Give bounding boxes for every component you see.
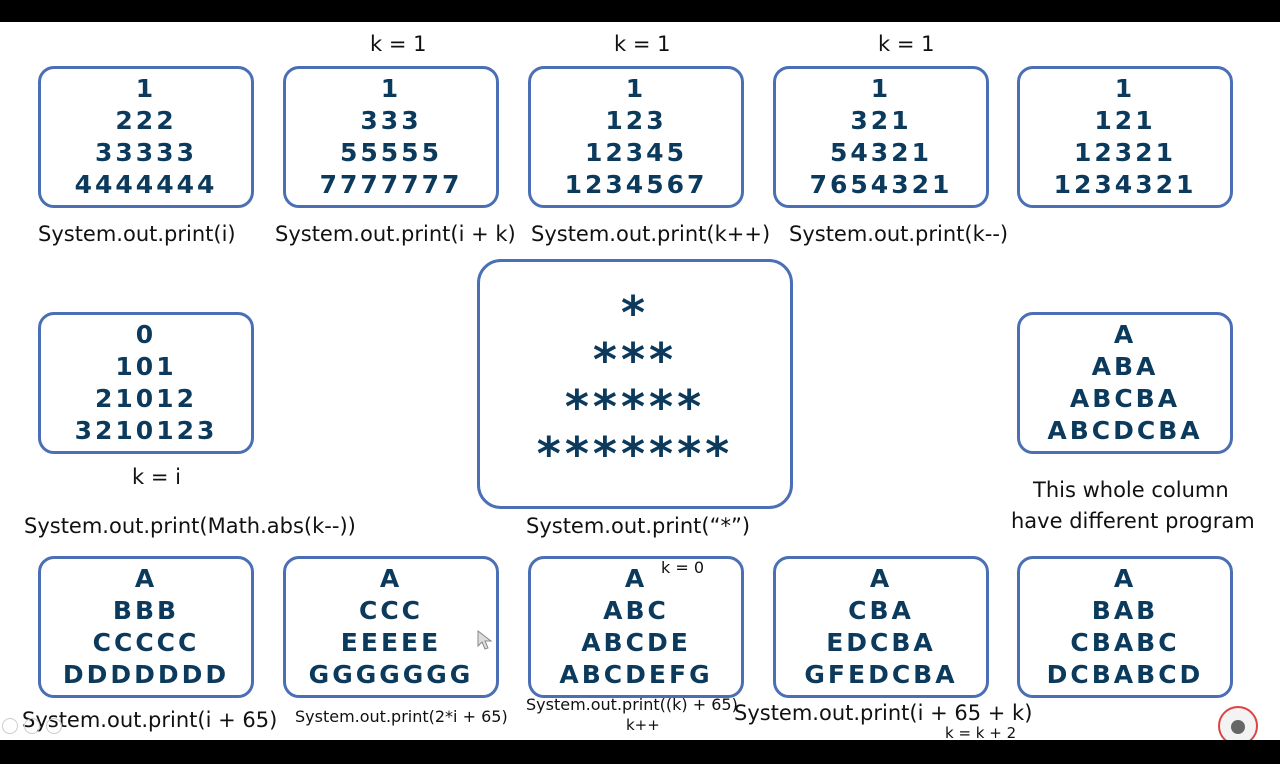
pattern-row: 7654321 bbox=[809, 170, 953, 199]
pattern-row: GFEDCBA bbox=[804, 660, 958, 689]
pattern-row: ******* bbox=[536, 427, 734, 481]
code-label-box-10: System.out.print((k) + 65) bbox=[526, 695, 738, 714]
code-label-box-9: System.out.print(2*i + 65) bbox=[295, 707, 508, 726]
pattern-row: EEEEE bbox=[340, 628, 442, 657]
pattern-row: 7777777 bbox=[319, 170, 463, 199]
pattern-row: 33333 bbox=[95, 138, 197, 167]
pattern-row: A bbox=[1113, 564, 1137, 593]
column-note-line-2: have different program bbox=[1011, 509, 1255, 533]
pattern-row: BAB bbox=[1091, 596, 1159, 625]
pattern-row: ABCDCBA bbox=[1047, 416, 1203, 445]
mouse-cursor-icon bbox=[477, 630, 493, 650]
code-label-box-10-line-2: k++ bbox=[626, 716, 660, 734]
code-label-box-11-line-2: k = k + 2 bbox=[945, 724, 1017, 742]
pattern-row: 0 bbox=[135, 320, 157, 349]
pattern-row: * bbox=[620, 286, 650, 340]
note-k-box2: k = 1 bbox=[370, 32, 427, 56]
pattern-box-1: 1 222 33333 4444444 bbox=[38, 66, 254, 208]
pattern-row: 333 bbox=[360, 106, 422, 135]
pattern-box-12: A BAB CBABC DCBABCD bbox=[1017, 556, 1233, 698]
note-k-box3: k = 1 bbox=[614, 32, 671, 56]
note-k-box-6: k = i bbox=[132, 465, 181, 489]
pattern-row: DCBABCD bbox=[1046, 660, 1204, 689]
pattern-row: A bbox=[869, 564, 893, 593]
player-controls-faded bbox=[2, 718, 68, 738]
star-pattern-box: * *** ***** ******* bbox=[477, 259, 793, 509]
bottom-black-bar bbox=[0, 740, 1280, 764]
code-label-star: System.out.print(“*”) bbox=[526, 514, 751, 538]
pattern-row: *** bbox=[592, 333, 678, 387]
pattern-row: 1 bbox=[1114, 74, 1136, 103]
pattern-row: 3210123 bbox=[74, 416, 218, 445]
pattern-box-5: 1 121 12321 1234321 bbox=[1017, 66, 1233, 208]
pattern-box-8: A BBB CCCCC DDDDDDD bbox=[38, 556, 254, 698]
code-label-box-8: System.out.print(i + 65) bbox=[22, 708, 278, 732]
pattern-row: 54321 bbox=[830, 138, 932, 167]
pattern-box-2: 1 333 55555 7777777 bbox=[283, 66, 499, 208]
pattern-box-9: A CCC EEEEE GGGGGGG bbox=[283, 556, 499, 698]
control-dot-icon bbox=[46, 718, 62, 734]
pattern-box-3: 1 123 12345 1234567 bbox=[528, 66, 744, 208]
pattern-row: BBB bbox=[112, 596, 180, 625]
pattern-row: 321 bbox=[850, 106, 912, 135]
pattern-row: 123 bbox=[605, 106, 667, 135]
pattern-row: 101 bbox=[115, 352, 177, 381]
pattern-row: ABCBA bbox=[1069, 384, 1181, 413]
column-note-line-1: This whole column bbox=[1033, 478, 1229, 502]
code-label-box-1: System.out.print(i) bbox=[38, 222, 236, 246]
pattern-row: A bbox=[1113, 320, 1137, 349]
code-label-box-2: System.out.print(i + k) bbox=[275, 222, 516, 246]
pattern-box-7: A ABA ABCBA ABCDCBA bbox=[1017, 312, 1233, 454]
pattern-row: ***** bbox=[564, 380, 706, 434]
note-k-box4: k = 1 bbox=[878, 32, 935, 56]
pattern-box-11: A CBA EDCBA GFEDCBA bbox=[773, 556, 989, 698]
pattern-row: 1 bbox=[135, 74, 157, 103]
pattern-row: 55555 bbox=[340, 138, 442, 167]
pattern-row: ABC bbox=[603, 596, 669, 625]
pattern-row: DDDDDDD bbox=[62, 660, 230, 689]
pattern-row: CBABC bbox=[1070, 628, 1180, 657]
control-dot-icon bbox=[24, 718, 40, 734]
pattern-row: 12321 bbox=[1074, 138, 1176, 167]
code-label-box-3: System.out.print(k++) bbox=[531, 222, 771, 246]
code-label-box-11: System.out.print(i + 65 + k) bbox=[734, 701, 1033, 725]
pattern-row: ABA bbox=[1091, 352, 1159, 381]
pattern-row: CBA bbox=[848, 596, 914, 625]
pattern-row: CCCCC bbox=[92, 628, 200, 657]
code-label-box-4: System.out.print(k--) bbox=[789, 222, 1009, 246]
pattern-row: A bbox=[134, 564, 158, 593]
pattern-row: 1234567 bbox=[564, 170, 708, 199]
pattern-row: 21012 bbox=[95, 384, 197, 413]
pattern-row: 121 bbox=[1094, 106, 1156, 135]
note-k-box-10: k = 0 bbox=[661, 558, 705, 577]
pattern-row: 1 bbox=[625, 74, 647, 103]
pattern-row: 1 bbox=[870, 74, 892, 103]
pattern-row: 1 bbox=[380, 74, 402, 103]
pattern-row: A bbox=[379, 564, 403, 593]
pattern-box-6: 0 101 21012 3210123 bbox=[38, 312, 254, 454]
pattern-row: 4444444 bbox=[74, 170, 218, 199]
pattern-row: GGGGGGG bbox=[308, 660, 474, 689]
pattern-box-4: 1 321 54321 7654321 bbox=[773, 66, 989, 208]
control-dot-icon bbox=[2, 718, 18, 734]
top-black-bar bbox=[0, 0, 1280, 22]
code-label-box-6: System.out.print(Math.abs(k--)) bbox=[24, 514, 356, 538]
pattern-row: CCC bbox=[358, 596, 424, 625]
pattern-row: 222 bbox=[115, 106, 177, 135]
pattern-row: ABCDE bbox=[581, 628, 691, 657]
pattern-box-10: A ABC ABCDE ABCDEFG bbox=[528, 556, 744, 698]
pattern-row: 1234321 bbox=[1053, 170, 1197, 199]
pattern-row: ABCDEFG bbox=[559, 660, 713, 689]
pattern-row: A bbox=[624, 564, 648, 593]
pattern-row: EDCBA bbox=[826, 628, 936, 657]
pattern-row: 12345 bbox=[585, 138, 687, 167]
